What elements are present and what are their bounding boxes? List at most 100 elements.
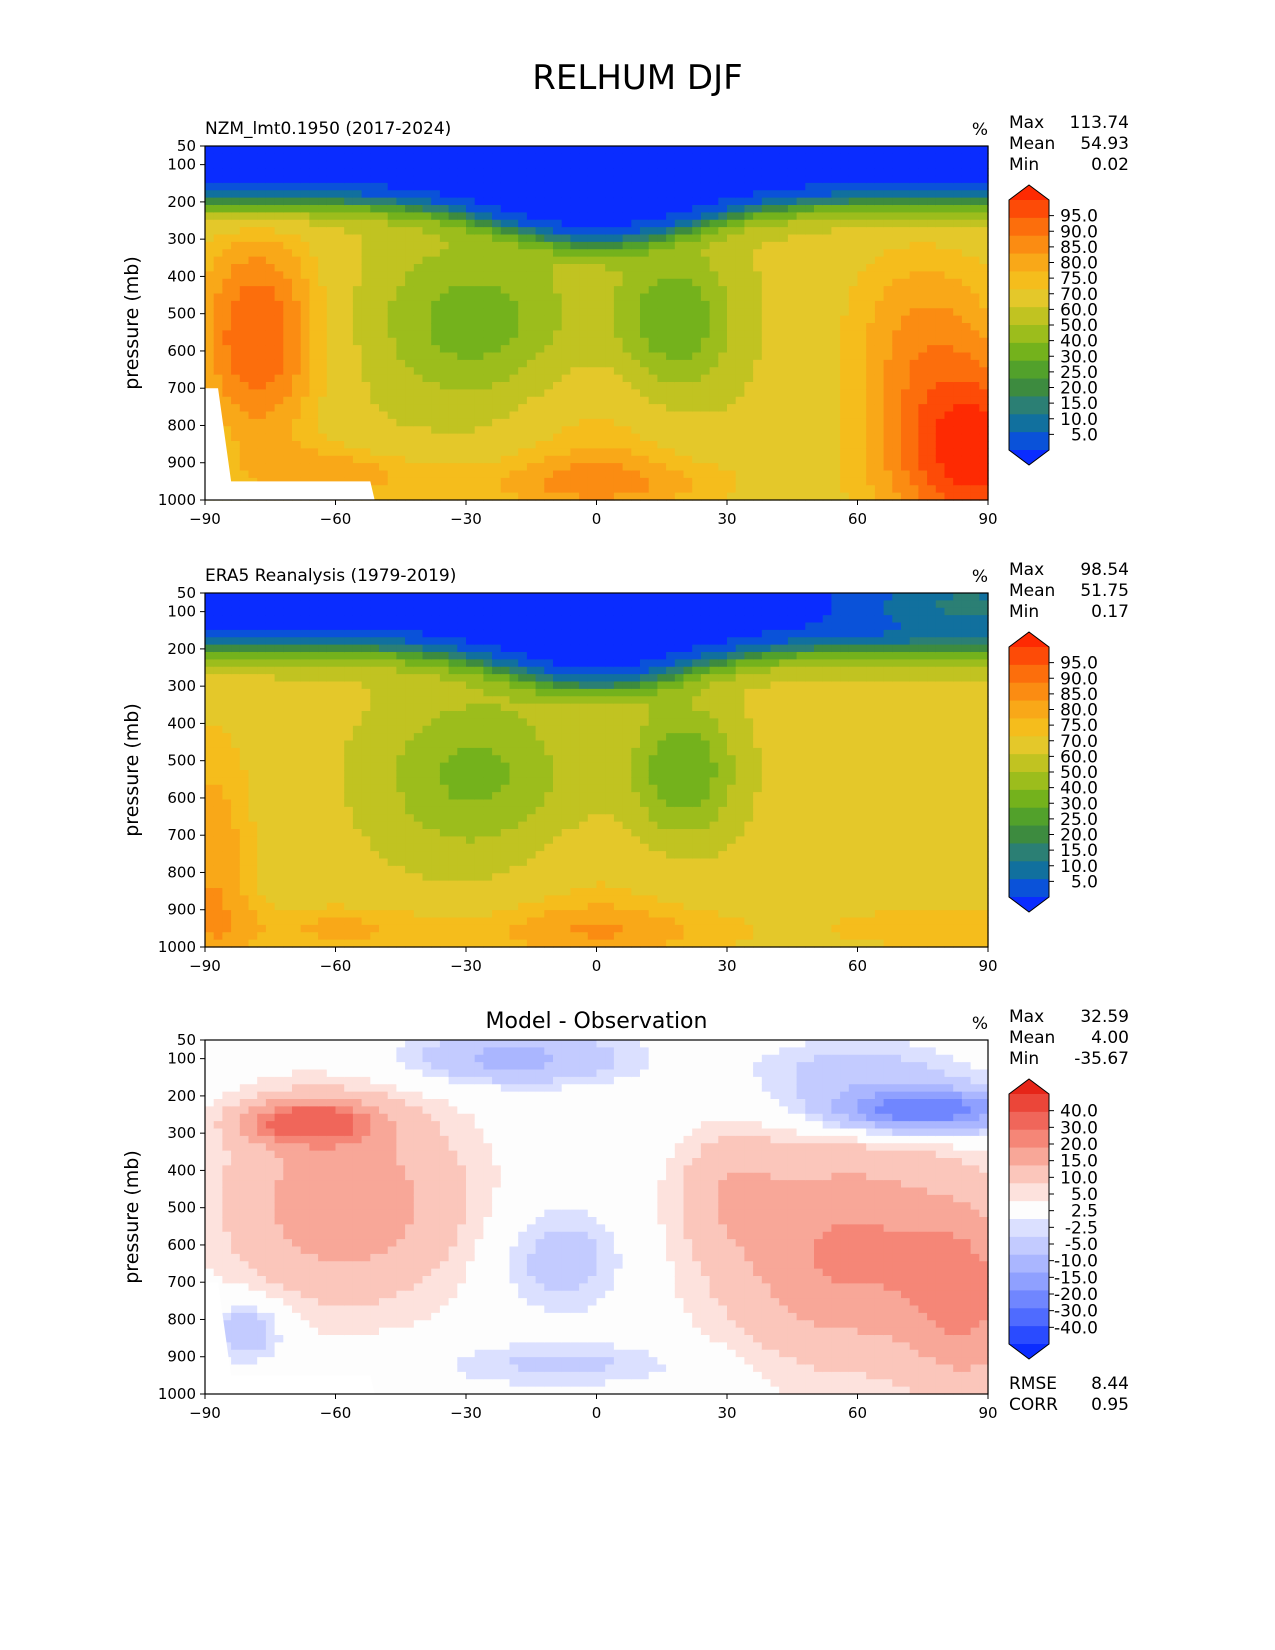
contour-cell (570, 463, 580, 472)
contour-cell (770, 337, 780, 346)
contour-cell (787, 286, 798, 295)
contour-cell (970, 168, 980, 177)
contour-cell (587, 359, 598, 368)
contour-cell (796, 308, 806, 317)
contour-cell (631, 241, 641, 250)
contour-cell (796, 212, 806, 221)
contour-cell (413, 426, 424, 435)
contour-cell (292, 755, 302, 764)
colorbar-segment (1009, 360, 1049, 380)
contour-cell (492, 448, 502, 457)
contour-cell (892, 411, 902, 420)
contour-cell (483, 330, 493, 339)
contour-cell (466, 441, 476, 449)
contour-cell (918, 411, 928, 420)
contour-cell (231, 836, 241, 845)
contour-cell (840, 308, 850, 317)
contour-cell (457, 463, 467, 472)
contour-cell (796, 153, 806, 162)
contour-cell (631, 441, 641, 449)
contour-cell (483, 470, 493, 479)
contour-cell (431, 293, 441, 302)
contour-cell (222, 821, 232, 830)
contour-cell (587, 463, 598, 472)
contour-cell (474, 234, 484, 243)
contour-cell (370, 286, 380, 295)
contour-cell (257, 396, 267, 405)
contour-cell (422, 330, 432, 339)
contour-cell (953, 352, 963, 361)
contour-cell (239, 278, 250, 287)
contour-cell (361, 367, 371, 376)
contour-cell (526, 146, 537, 154)
contour-cell (300, 762, 310, 771)
contour-cell (570, 367, 580, 376)
contour-cell (631, 323, 641, 331)
contour-cell (274, 703, 284, 712)
contour-cell (718, 404, 728, 413)
contour-cell (448, 367, 458, 376)
contour-cell (657, 477, 667, 486)
contour-cell (901, 264, 911, 272)
contour-cell (883, 426, 893, 435)
contour-cell (674, 433, 685, 442)
contour-cell (248, 175, 258, 184)
contour-cell (796, 323, 806, 331)
contour-cell (265, 821, 276, 830)
contour-cell (579, 168, 589, 177)
contour-cell (231, 880, 241, 889)
contour-cell (457, 146, 467, 154)
contour-cell (526, 308, 537, 317)
contour-cell (953, 345, 963, 354)
contour-cell (579, 448, 589, 457)
contour-cell (265, 725, 276, 734)
contour-cell (579, 367, 589, 376)
contour-cell (222, 792, 232, 801)
contour-cell (396, 323, 406, 331)
contour-cell (622, 249, 632, 258)
contour-cell (248, 286, 258, 295)
contour-cell (518, 433, 528, 442)
contour-cell (927, 146, 937, 154)
contour-cell (379, 404, 389, 413)
contour-cell (648, 212, 658, 221)
contour-cell (901, 153, 911, 162)
contour-cell (857, 197, 867, 206)
contour-cell (831, 323, 841, 331)
contour-cell (918, 455, 928, 464)
contour-cell (796, 330, 806, 339)
contour-cell (352, 330, 363, 339)
contour-cell (831, 234, 841, 243)
contour-cell (831, 455, 841, 464)
contour-cell (970, 205, 980, 213)
contour-cell (622, 455, 632, 464)
contour-cell (596, 396, 606, 405)
contour-cell (518, 477, 528, 486)
contour-cell (709, 271, 719, 280)
contour-cell (579, 234, 589, 243)
contour-cell (935, 264, 946, 272)
contour-cell (796, 182, 806, 191)
contour-cell (370, 234, 380, 243)
contour-cell (448, 315, 458, 324)
contour-cell (248, 374, 258, 383)
contour-cell (309, 404, 319, 413)
contour-cell (631, 470, 641, 479)
contour-cell (892, 441, 902, 449)
contour-cell (787, 477, 798, 486)
contour-cell (683, 396, 693, 405)
contour-cell (483, 308, 493, 317)
contour-cell (674, 293, 685, 302)
contour-cell (370, 455, 380, 464)
contour-cell (222, 168, 232, 177)
contour-cell (257, 777, 267, 786)
contour-cell (231, 396, 241, 405)
contour-cell (466, 404, 476, 413)
contour-cell (509, 286, 519, 295)
contour-cell (274, 315, 284, 324)
contour-cell (387, 234, 397, 243)
contour-cell (927, 234, 937, 243)
contour-cell (292, 286, 302, 295)
contour-cell (483, 286, 493, 295)
contour-cell (761, 411, 772, 420)
